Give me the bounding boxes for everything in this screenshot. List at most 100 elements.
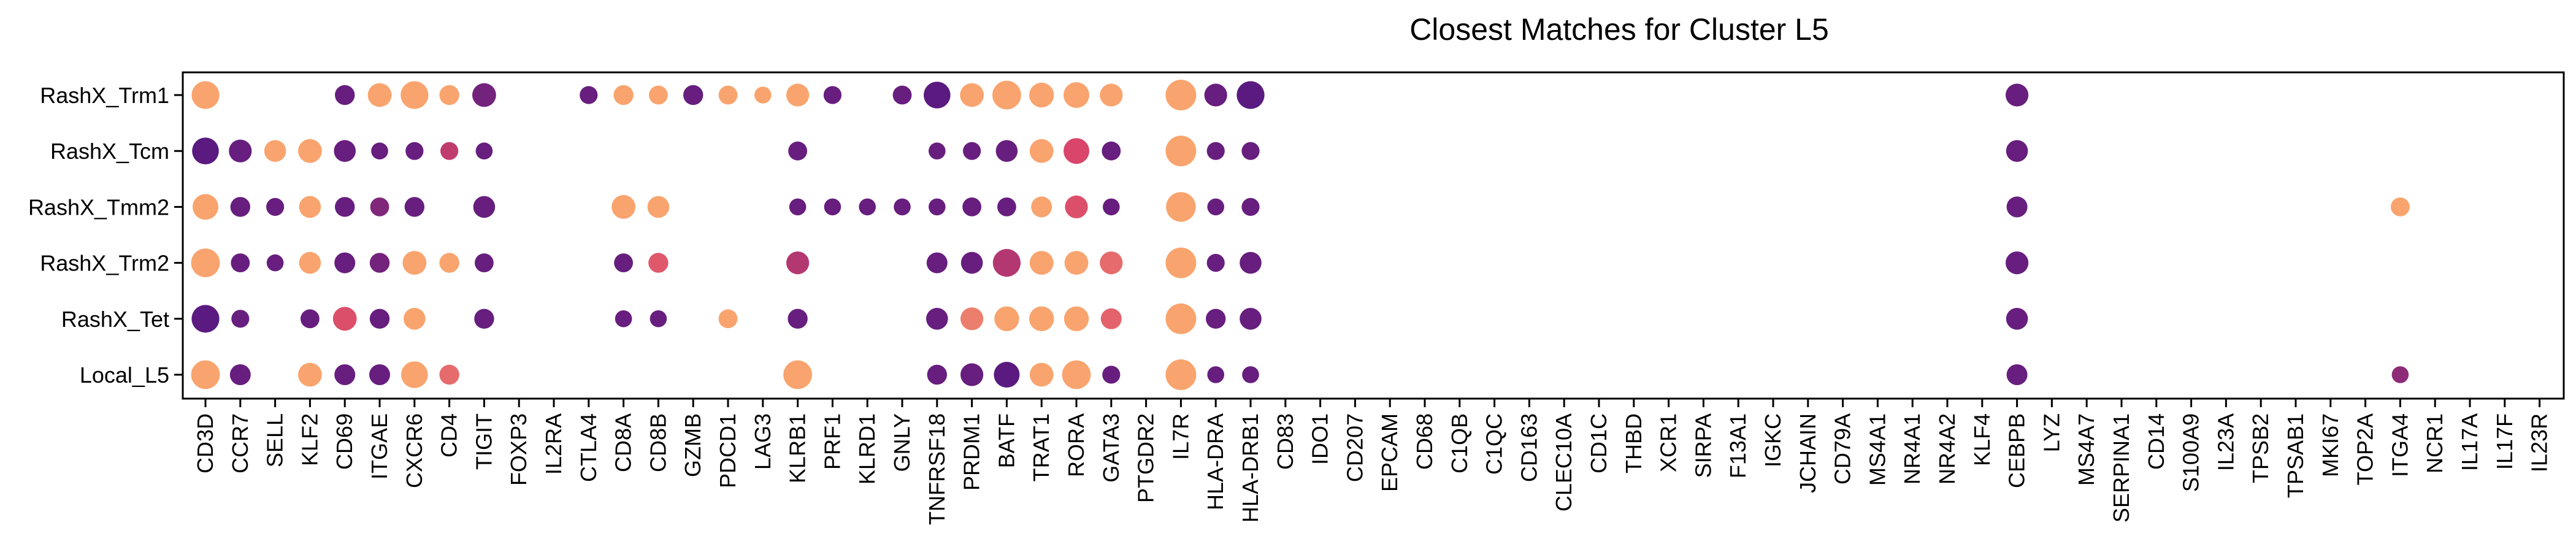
x-tick-label-cd79a: CD79A [1830, 413, 1855, 484]
dot-local-l5-hla-drb1 [1242, 366, 1259, 383]
dot-rashx-tet-hla-dra [1206, 308, 1226, 329]
dot-rashx-tcm-cd69 [334, 140, 356, 162]
dot-rashx-tet-trat1 [1029, 306, 1054, 331]
dot-rashx-tmm2-tnfrsf18 [929, 198, 946, 216]
dot-rashx-trm2-klrb1 [786, 251, 810, 275]
x-tick-label-hla-dra: HLA-DRA [1203, 413, 1228, 510]
dot-rashx-tmm2-cd8a [611, 195, 635, 219]
dot-rashx-trm2-cd69 [334, 252, 356, 274]
dot-rashx-trm1-trat1 [1029, 82, 1054, 108]
dot-rashx-tmm2-cd8b [647, 196, 670, 218]
dot-rashx-tcm-ccr7 [229, 139, 252, 163]
dot-rashx-tcm-cebpb [2006, 140, 2028, 162]
y-tick-label-rashx-tcm: RashX_Tcm [50, 139, 169, 164]
x-tick-label-nr4a1: NR4A1 [1899, 413, 1925, 484]
x-tick-label-cd14: CD14 [2144, 413, 2169, 470]
dot-local-l5-batf [994, 362, 1020, 388]
x-tick-label-ncr1: NCR1 [2422, 413, 2447, 473]
dot-rashx-tmm2-prdm1 [962, 197, 981, 216]
dot-rashx-trm1-gnly [892, 85, 912, 105]
dot-local-l5-cd4 [439, 364, 459, 385]
dot-rashx-tmm2-cd69 [335, 197, 355, 217]
x-tick-label-xcr1: XCR1 [1656, 413, 1681, 472]
dot-local-l5-cd69 [334, 364, 356, 385]
dot-rashx-trm1-il7r [1165, 80, 1197, 110]
dot-rashx-tcm-itgae [371, 142, 388, 159]
x-tick-label-itga4: ITGA4 [2387, 413, 2412, 477]
dot-rashx-tmm2-rora [1065, 195, 1088, 218]
dot-rashx-tet-cd69 [332, 307, 357, 331]
x-tick-label-hla-drb1: HLA-DRB1 [1238, 413, 1263, 522]
x-tick-label-tigit: TIGIT [471, 413, 496, 470]
x-tick-label-f13a1: F13A1 [1725, 413, 1750, 478]
dot-rashx-trm1-batf [992, 80, 1021, 110]
x-tick-label-s100a9: S100A9 [2179, 413, 2204, 492]
dot-rashx-trm1-prf1 [823, 86, 841, 104]
x-tick-label-thbd: THBD [1621, 413, 1646, 473]
dot-rashx-trm2-il7r [1165, 247, 1197, 278]
x-tick-label-igkc: IGKC [1760, 413, 1785, 467]
x-tick-label-c1qb: C1QB [1447, 413, 1472, 473]
dot-local-l5-klf2 [298, 362, 322, 387]
dot-rashx-trm1-prdm1 [960, 83, 984, 107]
dot-local-l5-itgae [369, 364, 390, 385]
dot-rashx-trm1-cd3d [191, 81, 220, 109]
dot-rashx-tet-cd8a [615, 310, 632, 327]
x-tick-label-clec10a: CLEC10A [1551, 413, 1576, 511]
x-tick-label-klrd1: KLRD1 [854, 413, 880, 484]
x-tick-label-il17a: IL17A [2457, 413, 2482, 471]
x-tick-label-rora: RORA [1064, 413, 1089, 477]
dot-rashx-tmm2-sell [266, 197, 285, 216]
dot-rashx-tet-cebpb [2006, 308, 2028, 330]
dot-rashx-trm2-itgae [369, 253, 390, 273]
dot-rashx-trm1-cxcr6 [401, 81, 429, 109]
dot-rashx-tmm2-klrb1 [789, 198, 807, 216]
dot-rashx-tcm-klf2 [298, 139, 322, 163]
x-tick-label-cd3d: CD3D [193, 413, 218, 473]
dot-rashx-trm1-cd4 [439, 85, 459, 105]
dot-rashx-tet-klf2 [301, 309, 320, 329]
x-tick-label-gzmb: GZMB [680, 413, 705, 477]
x-tick-label-klrb1: KLRB1 [785, 413, 810, 483]
dot-local-l5-cd3d [191, 360, 220, 389]
dot-rashx-trm1-cd69 [335, 85, 355, 105]
dot-rashx-tcm-prdm1 [963, 142, 981, 160]
x-tick-label-ms4a1: MS4A1 [1865, 413, 1890, 486]
x-tick-label-itgae: ITGAE [367, 413, 392, 480]
x-tick-label-epcam: EPCAM [1377, 413, 1402, 492]
dot-rashx-tet-klrb1 [788, 308, 808, 329]
dot-rashx-trm1-cd8b [649, 85, 668, 105]
x-tick-label-cd163: CD163 [1516, 413, 1541, 482]
x-tick-label-prdm1: PRDM1 [959, 413, 984, 491]
x-tick-label-sirpa: SIRPA [1690, 413, 1715, 478]
x-tick-label-ctla4: CTLA4 [576, 413, 601, 482]
dot-rashx-tmm2-itgae [370, 197, 389, 216]
dot-local-l5-ccr7 [229, 364, 251, 385]
x-tick-label-prf1: PRF1 [819, 413, 845, 470]
x-tick-label-il23r: IL23R [2527, 413, 2552, 472]
y-axis: RashX_Trm1 RashX_Tcm RashX_Tmm2 RashX_Trm2 R… [28, 83, 183, 388]
dot-rashx-trm1-itgae [367, 83, 392, 107]
x-tick-label-ccr7: CCR7 [228, 413, 253, 473]
x-tick-label-lyz: LYZ [2039, 413, 2064, 452]
dot-rashx-tet-prdm1 [960, 307, 984, 331]
dot-rashx-trm2-tigit [475, 253, 494, 272]
dot-rashx-tcm-cxcr6 [405, 142, 424, 160]
x-tick-label-cd83: CD83 [1273, 413, 1298, 470]
dot-rashx-tet-hla-drb1 [1240, 308, 1262, 330]
dot-local-l5-cxcr6 [401, 361, 428, 388]
dot-rashx-tmm2-klrd1 [859, 198, 876, 216]
dot-rashx-trm2-batf [992, 249, 1021, 277]
x-tick-label-cd69: CD69 [332, 413, 357, 470]
x-tick-label-cd68: CD68 [1412, 413, 1437, 470]
dot-rashx-trm2-rora [1064, 251, 1089, 275]
dot-rashx-trm2-prdm1 [960, 251, 983, 274]
dot-rashx-trm1-tigit [472, 83, 496, 107]
dot-rashx-tet-tigit [474, 308, 494, 329]
dot-rashx-trm1-hla-drb1 [1236, 81, 1265, 109]
dot-local-l5-gata3 [1102, 366, 1121, 384]
y-tick-label-rashx-trm2: RashX_Trm2 [40, 251, 169, 276]
dot-rashx-tcm-gata3 [1102, 141, 1121, 161]
x-tick-label-cd1c: CD1C [1586, 413, 1611, 473]
